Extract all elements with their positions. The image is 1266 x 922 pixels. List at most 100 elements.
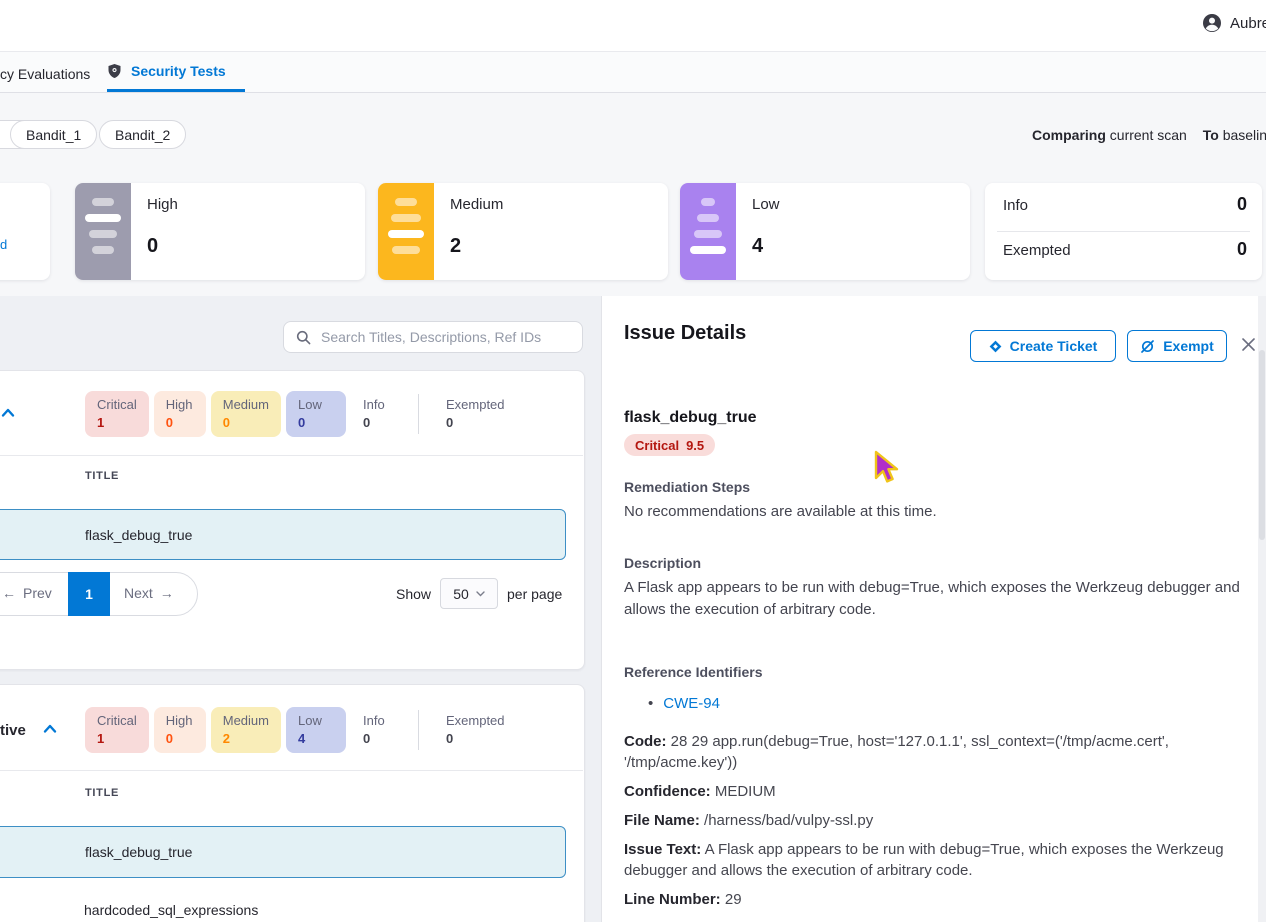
exempt-button[interactable]: Exempt [1127,330,1227,362]
severity-pill-row: Critical 1 High 0 Medium 0 Low 0 Info 0 … [85,391,517,437]
active-tab-underline [107,89,245,92]
pill-label: Critical [97,713,137,728]
page-size-select[interactable]: 50 [440,578,498,609]
field-line-number: Line Number: 29 [624,889,1254,910]
page-size-value: 50 [453,585,469,602]
card-label: Medium [450,196,504,213]
pill-medium: Medium 2 [210,707,281,753]
cwe-94-link[interactable]: CWE-94 [663,695,720,712]
title-column-header: TITLE [85,787,120,799]
field-code: Code: 28 29 app.run(debug=True, host='12… [624,731,1254,773]
pill-label: Critical [97,397,137,412]
shield-icon [108,63,121,79]
pill-critical: Critical 1 [85,391,149,437]
tab-security-tests-label: Security Tests [131,63,226,79]
field-key: Code: [624,733,667,750]
scrollbar-thumb[interactable] [1259,350,1265,540]
remediation-heading: Remediation Steps [624,479,751,495]
scrollbar-track[interactable] [1258,296,1266,922]
pill-info: Info 0 [351,707,403,753]
chip-label: Bandit_2 [115,126,171,143]
search-input[interactable] [319,328,570,346]
pill-label: Low [297,713,322,728]
card-value: 0 [147,235,159,257]
prev-arrow-icon: ← [2,585,16,601]
field-value: A Flask app appears to be run with debug… [624,841,1224,879]
pill-value: 0 [362,415,371,430]
next-arrow-icon: → [159,585,174,601]
user-avatar-icon [1203,14,1221,32]
description-body: A Flask app appears to be run with debug… [624,579,1240,618]
pill-value: 0 [445,731,454,746]
field-line-range: Line Range: 29 [624,918,1254,922]
issue-row-title: flask_debug_true [85,526,193,543]
remediation-body: No recommendations are available at this… [624,503,937,520]
close-icon[interactable] [1241,337,1256,352]
severity-score-badge: Critical 9.5 [624,434,716,456]
pill-value: 0 [222,415,230,430]
reference-list-item: • CWE-94 [648,695,720,712]
field-key: File Name: [624,812,700,829]
next-label: Next [124,585,153,601]
pagination-page-1[interactable]: 1 [68,572,110,616]
field-value: 29 [724,891,742,908]
issue-row-title: hardcoded_sql_expressions [84,902,259,918]
pill-exempted: Exempted 0 [434,707,517,753]
create-ticket-button[interactable]: Create Ticket [970,330,1116,362]
pill-label: Exempted [445,713,505,728]
partial-link-fragment: d [0,237,8,252]
issue-details-panel [601,296,1266,922]
card-label: Low [752,196,780,213]
severity-card-info-exempted[interactable]: Info 0 Exempted 0 [985,183,1262,280]
issue-details-heading: Issue Details [624,322,747,344]
pill-label: Medium [222,713,269,728]
bullet-icon: • [648,695,654,712]
pill-high: High 0 [153,391,206,437]
title-column-header: TITLE [85,470,120,482]
field-key: Issue Text: [624,841,702,858]
field-value: MEDIUM [714,783,776,800]
issue-row-hardcoded-sql-expressions[interactable]: hardcoded_sql_expressions [0,884,566,922]
user-menu[interactable]: Aubre [1202,13,1266,33]
scanner-chip-bandit-1[interactable]: Bandit_1 [10,120,98,149]
compare-to-bold: To [1202,127,1219,143]
card-value: 2 [450,235,462,257]
card-value: 4 [752,235,764,257]
collapse-chevron-up-icon[interactable] [1,408,15,418]
compare-to-text: baseline [1222,127,1266,143]
pagination-prev-button[interactable]: ← Prev [2,585,52,601]
pill-value: 4 [297,731,306,746]
severity-card-high[interactable]: High 0 [75,183,365,280]
field-confidence: Confidence: MEDIUM [624,781,1254,802]
eye-slash-icon [1141,339,1155,353]
pill-label: Info [362,713,385,728]
issue-detail-fields: Code: 28 29 app.run(debug=True, host='12… [624,731,1254,922]
pill-medium: Medium 0 [210,391,281,437]
tab-bar [0,52,1266,93]
pill-info: Info 0 [351,391,403,437]
field-value: 28 29 app.run(debug=True, host='127.0.1.… [624,733,1169,771]
severity-card-low[interactable]: Low 4 [680,183,970,280]
field-key: Line Number: [624,891,721,908]
severity-card-partial[interactable] [0,183,50,280]
reference-identifiers-heading: Reference Identifiers [624,664,763,680]
issue-row-flask-debug-true[interactable]: flask_debug_true [0,826,566,878]
tab-security-tests[interactable]: Security Tests [107,63,226,79]
divider [0,770,583,771]
low-severity-icon [680,183,736,280]
tab-policy-evaluations[interactable]: cy Evaluations [0,66,91,82]
pill-value: 0 [445,415,454,430]
pill-divider [417,394,419,434]
scanner-chip-bandit-2[interactable]: Bandit_2 [99,120,187,149]
info-label: Info [1003,197,1029,214]
pagination-next-button[interactable]: Next → [124,585,174,601]
collapse-chevron-up-icon[interactable] [43,724,57,734]
pill-label: Low [297,397,322,412]
field-key: Line Range: [624,920,710,922]
create-ticket-label: Create Ticket [1009,338,1098,354]
issue-row-flask-debug-true[interactable]: flask_debug_true [0,509,566,560]
severity-score: 9.5 [686,437,705,453]
severity-card-medium[interactable]: Medium 2 [378,183,668,280]
card-label: High [147,196,178,213]
